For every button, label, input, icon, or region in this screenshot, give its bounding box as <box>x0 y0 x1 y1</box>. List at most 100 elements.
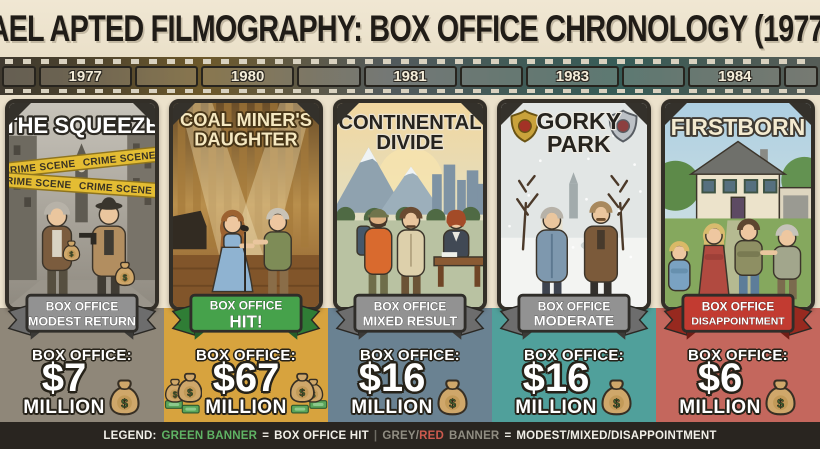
money-bag-icon <box>765 378 796 415</box>
box-office-banner: BOX OFFICE HIT! <box>170 291 322 343</box>
spotlight-beam <box>227 103 313 259</box>
film-card-continental-divide: CONTINENTAL DIVIDE BOX OFFICE MIXED RESU… <box>328 95 492 422</box>
film-card-firstborn: FIRSTBORN BOX OFFICE DISAPPOINTMENT BOX … <box>656 95 820 422</box>
legend-label: LEGEND: <box>103 429 157 442</box>
svg-text:DISAPPOINTMENT: DISAPPOINTMENT <box>691 317 785 328</box>
poster-title-line2: PARK <box>547 131 611 157</box>
svg-text:BOX OFFICE: BOX OFFICE <box>46 299 119 313</box>
film-card-coal-miners-daughter: COAL MINER'S DAUGHTER BOX OFFICE HIT! B <box>164 95 328 422</box>
box-office-label: BOX OFFICE: <box>32 347 132 364</box>
character-mother <box>697 223 731 301</box>
money-bag-icon <box>601 378 632 415</box>
svg-text:MODEST RETURN: MODEST RETURN <box>28 315 136 329</box>
timeline-year-1977: 1977 <box>38 65 132 87</box>
box-office-banner: BOX OFFICE MIXED RESULT <box>334 291 486 343</box>
box-office-amount: $7 <box>41 356 87 401</box>
year-label: 1983 <box>555 67 590 85</box>
legend-red-definition: MODEST/MIXED/DISAPPOINTMENT <box>516 429 717 442</box>
crime-scene-tape: CRIME SCENE CRIME SCENE <box>9 170 155 201</box>
character-reporter <box>396 206 426 300</box>
poster-title-line2: DIVIDE <box>376 132 443 154</box>
box-office-unit: MILLION <box>23 396 105 418</box>
timeline-year-1981: 1981 <box>363 65 457 87</box>
film-card-gorky-park: GORKY PARK BOX OFFICE MODERATE BOX OFFI <box>492 95 656 422</box>
character-gunman <box>79 197 127 300</box>
character-coach <box>252 207 292 296</box>
legend-equals: = <box>504 429 512 442</box>
legend-equals: = <box>262 429 270 442</box>
poster-title: FIRSTBORN <box>671 114 806 140</box>
police-badge-gold-icon <box>510 109 540 143</box>
money-bag-icon <box>437 378 468 415</box>
poster-title-line1: COAL MINER'S <box>180 109 312 130</box>
corner-mount <box>501 103 523 126</box>
mountain <box>337 147 406 213</box>
year-label: 1984 <box>718 67 752 85</box>
svg-text:MODERATE: MODERATE <box>534 314 614 330</box>
film-frame-empty <box>621 65 686 87</box>
corner-mount <box>337 103 359 126</box>
box-office-unit: MILLION <box>205 396 287 418</box>
film-frame-empty <box>134 65 199 87</box>
desk <box>433 256 483 267</box>
filmstrip-sprockets-bottom <box>5 88 815 93</box>
legend-green-term: GREEN BANNER <box>161 429 258 442</box>
timeline-year-1984: 1984 <box>688 65 782 87</box>
film-frame-empty <box>459 65 523 87</box>
corner-mount <box>9 103 31 125</box>
poster-scene-firstborn: FIRSTBORN <box>661 99 815 311</box>
poster-scene-continental-divide: CONTINENTAL DIVIDE <box>333 99 487 311</box>
header: MICHAEL APTED FILMOGRAPHY: BOX OFFICE CH… <box>0 0 820 57</box>
corner-mount <box>133 103 155 126</box>
money-bag-icon <box>109 378 140 415</box>
corner-mount <box>625 103 647 125</box>
year-label: 1977 <box>68 67 102 85</box>
mountain <box>378 166 444 215</box>
film-frame-empty <box>297 65 361 87</box>
box-office-banner: BOX OFFICE MODERATE <box>498 291 650 343</box>
character-investigator <box>535 206 568 300</box>
filmstrip-sprockets-top <box>5 59 815 64</box>
distant-tower <box>569 183 578 219</box>
box-office-amount-row: $16 MILLION <box>492 358 656 418</box>
svg-text:CRIME SCENE: CRIME SCENE <box>9 175 72 191</box>
poster-scene-coal-miners-daughter: COAL MINER'S DAUGHTER <box>169 99 323 311</box>
svg-text:BOX OFFICE: BOX OFFICE <box>210 298 283 312</box>
svg-text:BOX OFFICE: BOX OFFICE <box>538 299 611 313</box>
legend-bar: LEGEND: GREEN BANNER = BOX OFFICE HIT | … <box>0 422 820 449</box>
box-office-amount: $6 <box>697 356 743 401</box>
timeline-frames: 1977 1980 1981 1983 1984 <box>0 65 820 88</box>
piano-icon <box>173 210 207 250</box>
svg-text:BOX OFFICE: BOX OFFICE <box>374 299 447 313</box>
box-office-amount: $16 <box>358 356 426 401</box>
svg-text:MIXED RESULT: MIXED RESULT <box>363 314 458 329</box>
legend-separator: | <box>373 429 378 442</box>
timeline-filmstrip: 1977 1980 1981 1983 1984 <box>0 57 820 95</box>
svg-text:CRIME SCENE: CRIME SCENE <box>79 181 153 197</box>
page-title: MICHAEL APTED FILMOGRAPHY: BOX OFFICE CH… <box>0 7 820 49</box>
character-boy <box>667 241 691 292</box>
character-businesswoman <box>433 209 483 287</box>
year-label: 1981 <box>393 67 427 85</box>
svg-text:BOX OFFICE: BOX OFFICE <box>702 299 775 313</box>
city-skyline <box>432 164 483 215</box>
timeline-year-1980: 1980 <box>201 65 295 87</box>
bare-tree <box>516 174 631 251</box>
character-father-figure <box>760 224 802 300</box>
corner-mount <box>665 103 687 125</box>
svg-text:HIT!: HIT! <box>229 312 262 331</box>
box-office-amount: $67 <box>212 356 280 401</box>
character-teen-son <box>734 218 763 300</box>
legend-banner-word: BANNER <box>449 429 500 442</box>
box-office-label: BOX OFFICE: <box>688 347 788 364</box>
character-hiker <box>356 208 393 300</box>
stage-curtain <box>177 103 309 248</box>
character-singer <box>211 209 255 293</box>
film-cards-row: CRIME SCENE CRIME SCENE CRIME SCENE CRIM… <box>0 95 820 422</box>
corner-mount <box>173 103 195 125</box>
money-bags-icon <box>164 372 203 413</box>
poster-title: THE SQUEEZE <box>9 113 155 138</box>
film-frame-edge <box>2 65 36 87</box>
poster-title-line1: GORKY <box>536 108 621 134</box>
